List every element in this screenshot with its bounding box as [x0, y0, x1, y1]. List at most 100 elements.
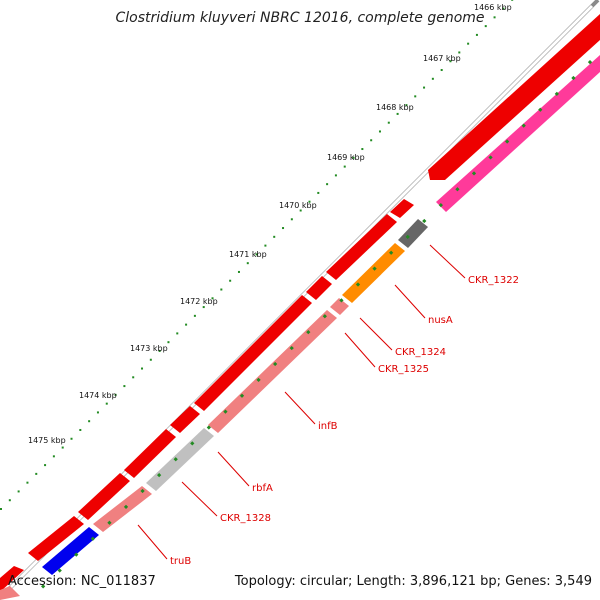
minor-tick — [431, 77, 434, 80]
inner-tick — [190, 441, 195, 446]
minor-tick — [114, 393, 117, 396]
gene-arrow[interactable] — [28, 516, 84, 561]
inner-tick — [355, 282, 361, 287]
tick-label: 1467 kbp — [423, 54, 461, 63]
minor-tick — [449, 60, 452, 63]
gene-arrow[interactable] — [78, 473, 130, 520]
minor-tick — [79, 428, 82, 431]
minor-tick — [484, 25, 487, 28]
minor-tick — [88, 420, 91, 423]
minor-tick — [475, 33, 478, 36]
gene-leader-line — [137, 524, 168, 560]
gene-leader-line — [217, 451, 250, 487]
gene-label[interactable]: infB — [318, 421, 338, 432]
gene-arrow[interactable] — [194, 295, 312, 411]
minor-tick — [149, 358, 152, 361]
minor-tick — [273, 235, 276, 238]
gene-segment[interactable] — [93, 486, 152, 532]
gene-leader-line — [344, 332, 376, 368]
gene-arrow[interactable] — [306, 276, 332, 300]
inner-tick — [322, 314, 327, 319]
gene-segment[interactable] — [342, 243, 405, 303]
minor-tick — [343, 165, 346, 168]
minor-tick — [326, 183, 329, 186]
tick-label: 1466 kbp — [474, 3, 512, 12]
minor-tick — [440, 69, 443, 72]
gene-label[interactable]: CKR_1325 — [378, 364, 429, 375]
minor-tick — [361, 148, 364, 151]
map-title: Clostridium kluyveri NBRC 12016, complet… — [115, 10, 485, 26]
minor-tick — [370, 139, 373, 142]
minor-tick — [396, 112, 399, 115]
minor-tick — [193, 314, 196, 317]
gene-arrow[interactable] — [428, 14, 600, 180]
inner-tick — [123, 504, 129, 510]
inner-tick — [256, 377, 261, 382]
inner-track — [0, 55, 600, 600]
minor-tick — [26, 481, 29, 484]
tick-label: 1475 kbp — [28, 436, 66, 445]
gene-segment[interactable] — [208, 310, 337, 433]
minor-tick — [467, 42, 470, 45]
minor-tick — [52, 455, 55, 458]
minor-tick — [290, 218, 293, 221]
gene-label[interactable]: CKR_1324 — [395, 347, 446, 358]
tick-label: 1473 kbp — [130, 344, 168, 353]
gene-arrow[interactable] — [390, 199, 414, 218]
gene-arrow[interactable] — [170, 406, 200, 433]
inner-tick — [223, 409, 228, 414]
minor-tick — [255, 253, 258, 256]
gene-arrow[interactable] — [0, 566, 24, 592]
gene-label[interactable]: nusA — [428, 315, 453, 326]
labels-layer: CKR_1322 nusA CKR_1324 CKR_1325 infB rbfA CKR_… — [137, 244, 519, 567]
minor-tick — [17, 490, 20, 493]
gene-leader-line — [359, 317, 393, 351]
gene-segment[interactable] — [436, 55, 600, 212]
minor-tick — [35, 472, 38, 475]
minor-tick — [167, 341, 170, 344]
accession-label: Accession: NC_011837 — [8, 574, 156, 589]
tick-label: 1468 kbp — [376, 103, 414, 112]
minor-tick — [405, 104, 408, 107]
inner-tick — [140, 488, 145, 494]
minor-tick — [493, 16, 496, 19]
gene-segment[interactable] — [0, 586, 20, 600]
gene-segment[interactable] — [330, 298, 349, 315]
tick-label: 1472 kbp — [180, 297, 218, 306]
inner-tick — [422, 218, 427, 224]
minor-tick — [423, 86, 426, 89]
gene-arrow[interactable] — [326, 214, 397, 280]
minor-tick — [123, 385, 126, 388]
minor-tick — [220, 288, 223, 291]
minor-tick — [282, 227, 285, 230]
tick-label: 1469 kbp — [327, 153, 365, 162]
inner-tick — [372, 266, 377, 271]
minor-tick — [158, 349, 161, 352]
gene-segment[interactable] — [146, 428, 214, 491]
gene-label[interactable]: truB — [170, 556, 191, 567]
minor-tick — [246, 262, 249, 265]
minor-tick — [308, 200, 311, 203]
gene-label[interactable]: CKR_1328 — [220, 513, 271, 524]
minor-tick — [176, 332, 179, 335]
minor-tick — [264, 244, 267, 247]
minor-tick — [185, 323, 188, 326]
minor-tick — [96, 411, 99, 414]
minor-tick — [0, 508, 2, 510]
gene-label[interactable]: CKR_1322 — [468, 275, 519, 286]
tick-label: 1470 kbp — [279, 201, 317, 210]
gene-segment[interactable] — [42, 527, 99, 575]
minor-tick — [414, 95, 417, 98]
inner-tick — [273, 361, 278, 367]
gene-label[interactable]: rbfA — [252, 483, 273, 494]
gene-arrow[interactable] — [124, 429, 176, 478]
minor-tick — [61, 446, 64, 449]
genome-summary: Topology: circular; Length: 3,896,121 bp… — [234, 574, 592, 589]
inner-tick — [157, 473, 162, 478]
minor-tick — [211, 297, 214, 300]
inner-tick — [339, 298, 344, 303]
inner-tick — [289, 345, 294, 351]
gene-segment[interactable] — [398, 219, 428, 248]
